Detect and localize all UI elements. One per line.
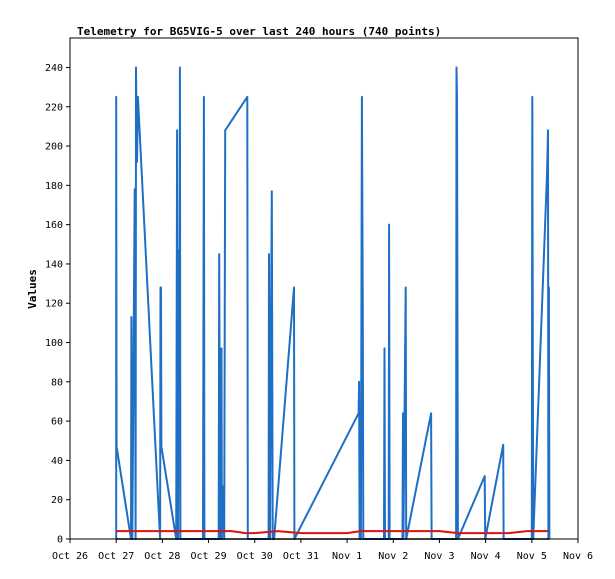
y-tick-label: 240 [45, 63, 63, 74]
x-tick-label: Nov 2 [378, 551, 408, 562]
x-tick-label: Oct 31 [283, 551, 319, 562]
y-tick-label: 160 [45, 220, 63, 231]
x-tick-label: Oct 26 [52, 551, 88, 562]
y-tick-label: 200 [45, 142, 63, 153]
x-tick-label: Oct 27 [98, 551, 134, 562]
y-tick-label: 120 [45, 299, 63, 310]
series-line-2 [116, 530, 549, 535]
x-tick-label: Nov 1 [332, 551, 362, 562]
x-tick-label: Nov 5 [517, 551, 547, 562]
x-tick-label: Oct 28 [144, 551, 180, 562]
x-tick-label: Nov 6 [563, 551, 593, 562]
y-tick-label: 20 [51, 495, 63, 506]
y-tick-label: 80 [51, 377, 63, 388]
series-line-1 [115, 66, 551, 540]
series-layer [115, 66, 551, 540]
y-tick-label: 0 [57, 535, 63, 546]
y-tick-label: 220 [45, 102, 63, 113]
x-tick-label: Oct 30 [237, 551, 273, 562]
x-tick-label: Oct 29 [190, 551, 226, 562]
y-tick-label: 100 [45, 338, 63, 349]
y-tick-label: 60 [51, 417, 63, 428]
x-tick-label: Nov 4 [471, 551, 501, 562]
y-tick-label: 180 [45, 181, 63, 192]
y-tick-label: 140 [45, 259, 63, 270]
y-axis: 0 20 40 60 80 100 120 140 160 180 200 220 240 [45, 63, 70, 546]
x-tick-label: Nov 3 [424, 551, 454, 562]
y-tick-label: 40 [51, 456, 63, 467]
y-axis-label: Values [26, 269, 39, 309]
x-axis: Oct 26 Oct 27 Oct 28 Oct 29 Oct 30 Oct 31 Nov … [52, 539, 593, 562]
plot-frame [69, 37, 579, 540]
chart-title: Telemetry for BG5VIG-5 over last 240 hou… [77, 25, 441, 38]
